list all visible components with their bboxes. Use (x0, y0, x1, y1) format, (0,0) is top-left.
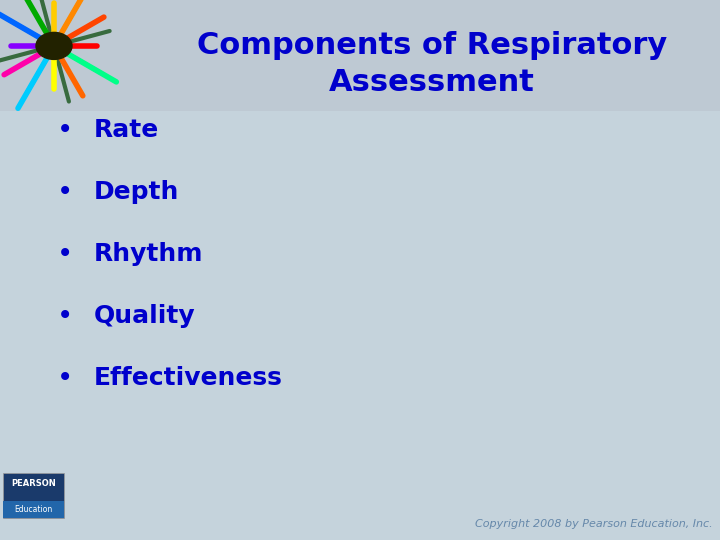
Text: •: • (57, 240, 73, 268)
Circle shape (36, 32, 72, 59)
Text: Rhythm: Rhythm (94, 242, 203, 266)
Text: Assessment: Assessment (329, 68, 535, 97)
Text: Effectiveness: Effectiveness (94, 366, 282, 390)
FancyBboxPatch shape (3, 501, 64, 518)
Text: Components of Respiratory: Components of Respiratory (197, 31, 667, 60)
Text: Education: Education (14, 505, 53, 514)
Text: Copyright 2008 by Pearson Education, Inc.: Copyright 2008 by Pearson Education, Inc… (475, 519, 713, 529)
Text: •: • (57, 178, 73, 206)
Text: •: • (57, 116, 73, 144)
FancyBboxPatch shape (0, 0, 720, 111)
FancyBboxPatch shape (3, 472, 64, 518)
Text: Rate: Rate (94, 118, 159, 141)
Text: PEARSON: PEARSON (11, 479, 56, 488)
Text: •: • (57, 302, 73, 330)
Text: Depth: Depth (94, 180, 179, 204)
Text: •: • (57, 364, 73, 392)
Text: Quality: Quality (94, 304, 195, 328)
